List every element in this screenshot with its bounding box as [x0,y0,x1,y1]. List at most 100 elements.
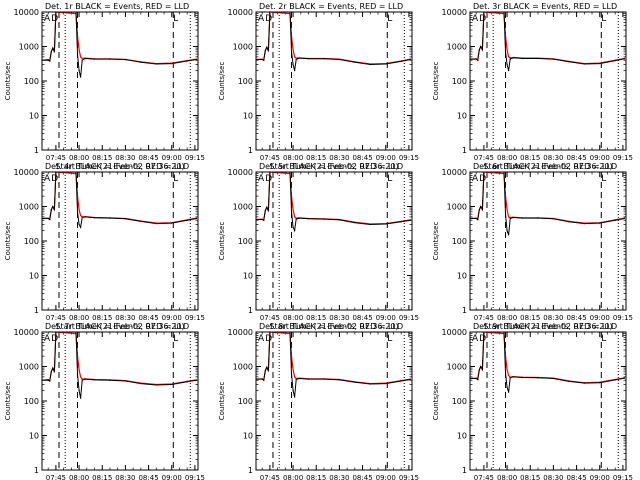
events-data-point [93,217,96,219]
y-tick-label: 1000 [233,43,253,52]
x-tick-label: 08:15 [520,154,540,162]
marker-letter: L [601,334,606,344]
events-data-point [84,378,86,380]
events-data-point [294,230,296,232]
panel-title: Det. 5r BLACK = Events, RED = LLD [259,162,403,171]
marker-letter: A [44,334,51,344]
marker-letter: L [387,174,392,184]
y-tick-label: 10 [243,432,253,441]
events-data-point [369,63,371,66]
events-data-point [506,386,508,388]
y-tick-label: 10 [457,272,467,281]
events-data-point [409,378,412,381]
events-data-point [76,211,79,213]
y-tick-label: 10000 [228,328,253,337]
marker-letter: A [44,14,51,24]
events-data-point [477,59,479,61]
events-data-point [470,377,471,380]
events-data-point [80,226,82,228]
events-data-point [568,221,570,223]
events-data-point [614,379,616,381]
x-tick-label: 09:15 [399,314,419,322]
y-tick-label: 10 [29,432,39,441]
events-data-point [470,58,471,60]
events-data-point [171,62,173,65]
panel-title: Det. 6r BLACK = Events, RED = LLD [473,162,617,171]
x-tick-label: 07:45 [474,314,494,322]
events-data-point [292,226,294,228]
events-data-point [480,205,482,208]
events-data-point [109,217,111,219]
events-data-point [512,376,514,378]
events-data-point [475,377,477,380]
x-tick-label: 09:00 [162,314,182,322]
events-data-point [481,369,483,371]
events-data-point [477,218,479,221]
events-data-point [47,379,49,381]
x-tick-label: 08:00 [497,314,517,322]
events-data-point [124,218,127,220]
events-data-point [508,234,510,236]
events-data-point [76,373,79,375]
events-data-point [266,366,268,368]
marker-letter: D [51,14,58,24]
x-tick-label: 08:45 [138,154,158,162]
detector-panel: Det. 8r BLACK = Events, RED = LLD Counts/… [218,322,419,480]
events-data-point [75,172,77,173]
events-data-point [289,12,291,13]
events-data-point [400,60,402,62]
events-data-point [78,390,80,392]
lld-data-point [78,49,80,51]
lld-data-point [508,216,510,218]
events-data-point [47,217,49,220]
events-data-point [295,58,297,61]
x-tick-label: 08:15 [92,314,112,322]
events-data-point [480,45,482,48]
events-data-point [195,58,198,61]
x-tick-label: 09:15 [399,154,419,162]
events-data-point [195,379,198,381]
events-data-point [295,218,297,220]
x-tick-label: 09:00 [590,314,610,322]
panel-title: Det. 7r BLACK = Events, RED = LLD [45,322,189,331]
marker-letter: D [479,14,486,24]
events-data-point [568,61,570,63]
events-data-point [80,76,82,78]
x-tick-label: 09:00 [590,154,610,162]
events-data-point [55,172,57,173]
events-data-point [478,369,480,371]
detector-panel: Det. 2r BLACK = Events, RED = LLD Counts/… [218,2,419,171]
events-data-point [307,378,310,380]
x-tick-label: 08:30 [543,314,563,322]
events-data-point [504,51,507,53]
events-data-point [583,63,585,65]
events-data-point [508,391,510,393]
events-data-point [614,60,616,62]
events-data-point [52,47,54,49]
events-data-point [503,172,505,173]
events-data-point [52,367,54,369]
lld-data-point [81,57,83,60]
y-tick-label: 1000 [447,363,467,372]
events-data-point [266,206,268,208]
series-group [470,12,626,72]
panel-title: Det. 2r BLACK = Events, RED = LLD [259,2,403,11]
events-data-point [75,332,77,333]
x-tick-label: 09:00 [376,314,396,322]
events-data-point [338,219,341,221]
marker-letter: L [601,174,606,184]
lld-data-point [80,214,82,217]
x-tick-label: 07:45 [260,474,280,480]
marker-letter: L [173,174,178,184]
events-data-point [599,222,601,224]
events-data-point [186,60,188,62]
x-tick-label: 08:45 [566,474,586,480]
events-data-point [81,59,83,61]
events-data-point [78,70,80,72]
y-axis-label: Counts/sec [432,222,440,261]
y-tick-label: 1 [34,306,39,315]
events-data-point [504,213,507,215]
y-axis-label: Counts/sec [4,222,12,261]
events-data-point [109,58,111,60]
events-data-point [400,221,402,223]
